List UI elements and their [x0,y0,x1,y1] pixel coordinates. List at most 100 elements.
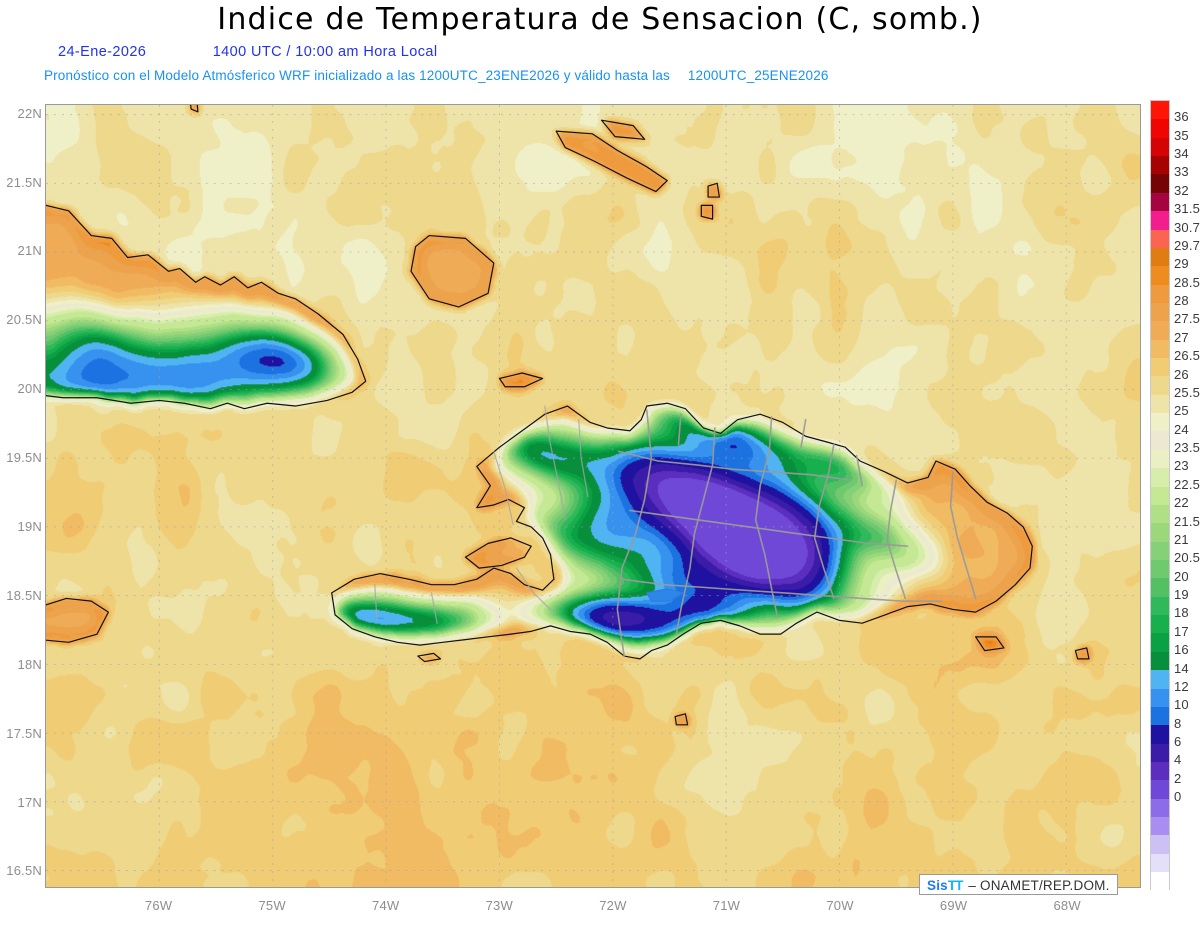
colorbar-tick-label: 2 [1174,770,1182,786]
latitude-tick-label: 18N [17,656,42,672]
colorbar-tick-label: 16 [1174,642,1189,658]
colorbar-segment [1151,339,1169,359]
subtitle-line: 24-Ene-2026 1400 UTC / 10:00 am Hora Loc… [58,44,818,60]
longitude-tick-label: 68W [1053,898,1081,913]
colorbar-tick-label: 21 [1174,531,1189,547]
colorbar-tick-label: 10 [1174,697,1189,713]
colorbar-segment [1151,596,1169,616]
colorbar-tick-label: 19 [1174,587,1189,603]
colorbar-tick-label: 14 [1174,660,1189,676]
longitude-tick-label: 70W [826,898,854,913]
forecast-valid-time: 1400 UTC / 10:00 am Hora Local [212,44,438,60]
colorbar-segment [1151,872,1169,891]
colorbar-tick-label: 29 [1174,256,1189,272]
page-title: Indice de Temperatura de Sensacion (C, s… [217,2,983,37]
colorbar-segment [1151,504,1169,524]
colorbar-segment [1151,688,1169,707]
colorbar-segment [1151,156,1169,175]
colorbar-tick-label: 26.5 [1174,348,1200,364]
colorbar-tick-label: 20.5 [1174,550,1200,566]
latitude-tick-label: 18.5N [6,587,42,603]
longitude-tick-label: 75W [258,898,286,913]
colorbar-segment [1151,468,1169,487]
temperature-colorbar[interactable] [1150,100,1170,891]
colorbar-segment [1151,174,1169,193]
colorbar-tick-label: 23.5 [1174,440,1200,456]
credit-badge: Sis TT – ONAMET/REP.DOM. [919,874,1118,895]
colorbar-segment [1151,817,1169,836]
colorbar-tick-label: 27 [1174,329,1189,345]
colorbar-segment [1151,615,1169,634]
colorbar-tick-label: 22.5 [1174,476,1200,492]
colorbar-segment [1151,394,1169,414]
colorbar-segment [1151,211,1169,230]
latitude-tick-label: 21N [17,243,42,259]
colorbar-tick-label: 31.5 [1174,201,1200,217]
colorbar-segment [1151,523,1169,542]
colorbar-tick-label: 18 [1174,605,1189,621]
latitude-tick-label: 19N [17,519,42,534]
colorbar-tick-label: 25.5 [1174,384,1200,400]
latitude-tick-label: 16.5N [6,863,42,879]
colorbar-segment [1151,302,1169,322]
colorbar-segment [1151,247,1169,267]
longitude-tick-label: 69W [939,898,968,913]
colorbar-tick-label: 20 [1174,568,1189,584]
colorbar-segment [1151,358,1169,377]
latitude-tick-label: 17N [17,794,42,810]
map-plot-area[interactable] [45,104,1141,888]
credit-prefix: Sis [927,877,948,893]
latitude-tick-label: 20.5N [6,312,42,328]
colorbar-segment [1151,229,1169,248]
colorbar-tick-label: 27.5 [1174,311,1200,327]
longitude-tick-label: 76W [144,898,173,913]
colorbar-segment [1151,578,1169,597]
latitude-tick-label: 19.5N [6,450,42,466]
latitude-tick-label: 21.5N [6,174,42,190]
colorbar-tick-label: 30.7 [1174,219,1200,235]
colorbar-segment [1151,119,1169,138]
colorbar-tick-label: 29.7 [1174,237,1200,253]
colorbar-tick-label: 0 [1174,789,1182,805]
colorbar-tick-label: 28.5 [1174,274,1200,290]
longitude-tick-label: 71W [712,898,741,913]
lat-lon-gridlines [46,105,1140,887]
forecast-date: 24-Ene-2026 [58,44,147,60]
colorbar-tick-label: 34 [1174,146,1189,162]
temperature-field-raster [46,105,1140,887]
colorbar-segment [1151,192,1169,212]
colorbar-tick-label: 32 [1174,182,1189,198]
colorbar-segment [1151,853,1169,873]
colorbar-segment [1151,651,1169,671]
colorbar-tick-label: 33 [1174,164,1189,180]
colorbar-segment [1151,670,1169,689]
colorbar-segment [1151,743,1169,762]
colorbar-tick-label: 22 [1174,495,1189,511]
colorbar-tick-label: 8 [1174,715,1182,731]
credit-organization: – ONAMET/REP.DOM. [968,877,1110,893]
colorbar-segment [1151,266,1169,285]
latitude-tick-label: 20N [17,381,42,397]
credit-brand-icon: TT [947,877,963,893]
colorbar-segment [1151,101,1169,120]
colorbar-tick-label: 17 [1174,623,1189,639]
colorbar-segment [1151,780,1169,799]
coastline-and-borders-overlay [46,105,1090,726]
colorbar-segment [1151,633,1169,652]
colorbar-tick-label: 28 [1174,293,1189,309]
longitude-tick-label: 72W [599,898,627,913]
colorbar-tick-label: 6 [1174,734,1182,750]
colorbar-tick-label: 12 [1174,678,1189,694]
colorbar-segment [1151,137,1169,157]
colorbar-segment [1151,798,1169,818]
colorbar-segment [1151,321,1169,340]
colorbar-tick-label: 26 [1174,366,1189,382]
colorbar-tick-label: 21.5 [1174,513,1200,529]
colorbar-tick-label: 25 [1174,403,1189,419]
model-description-line: Pronóstico con el Modelo Atmósferico WRF… [44,68,1174,83]
longitude-tick-label: 73W [485,898,513,913]
latitude-tick-label: 17.5N [6,725,42,741]
colorbar-tick-label: 36 [1174,109,1189,125]
colorbar-tick-label: 23 [1174,458,1189,474]
colorbar-segment [1151,431,1169,450]
